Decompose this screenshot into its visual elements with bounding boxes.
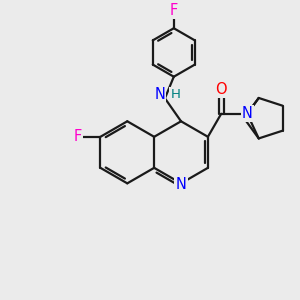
Text: O: O [215, 82, 227, 97]
Text: F: F [170, 3, 178, 18]
Text: N: N [176, 177, 187, 192]
Text: N: N [154, 87, 165, 102]
Text: N: N [242, 106, 253, 121]
Text: O: O [215, 82, 227, 97]
Text: F: F [74, 129, 82, 144]
Text: H: H [170, 88, 180, 101]
Text: N: N [154, 87, 165, 102]
Text: H: H [170, 88, 180, 101]
Text: N: N [242, 106, 253, 121]
Text: N: N [176, 177, 187, 192]
Text: F: F [170, 3, 178, 18]
Text: F: F [74, 129, 82, 144]
